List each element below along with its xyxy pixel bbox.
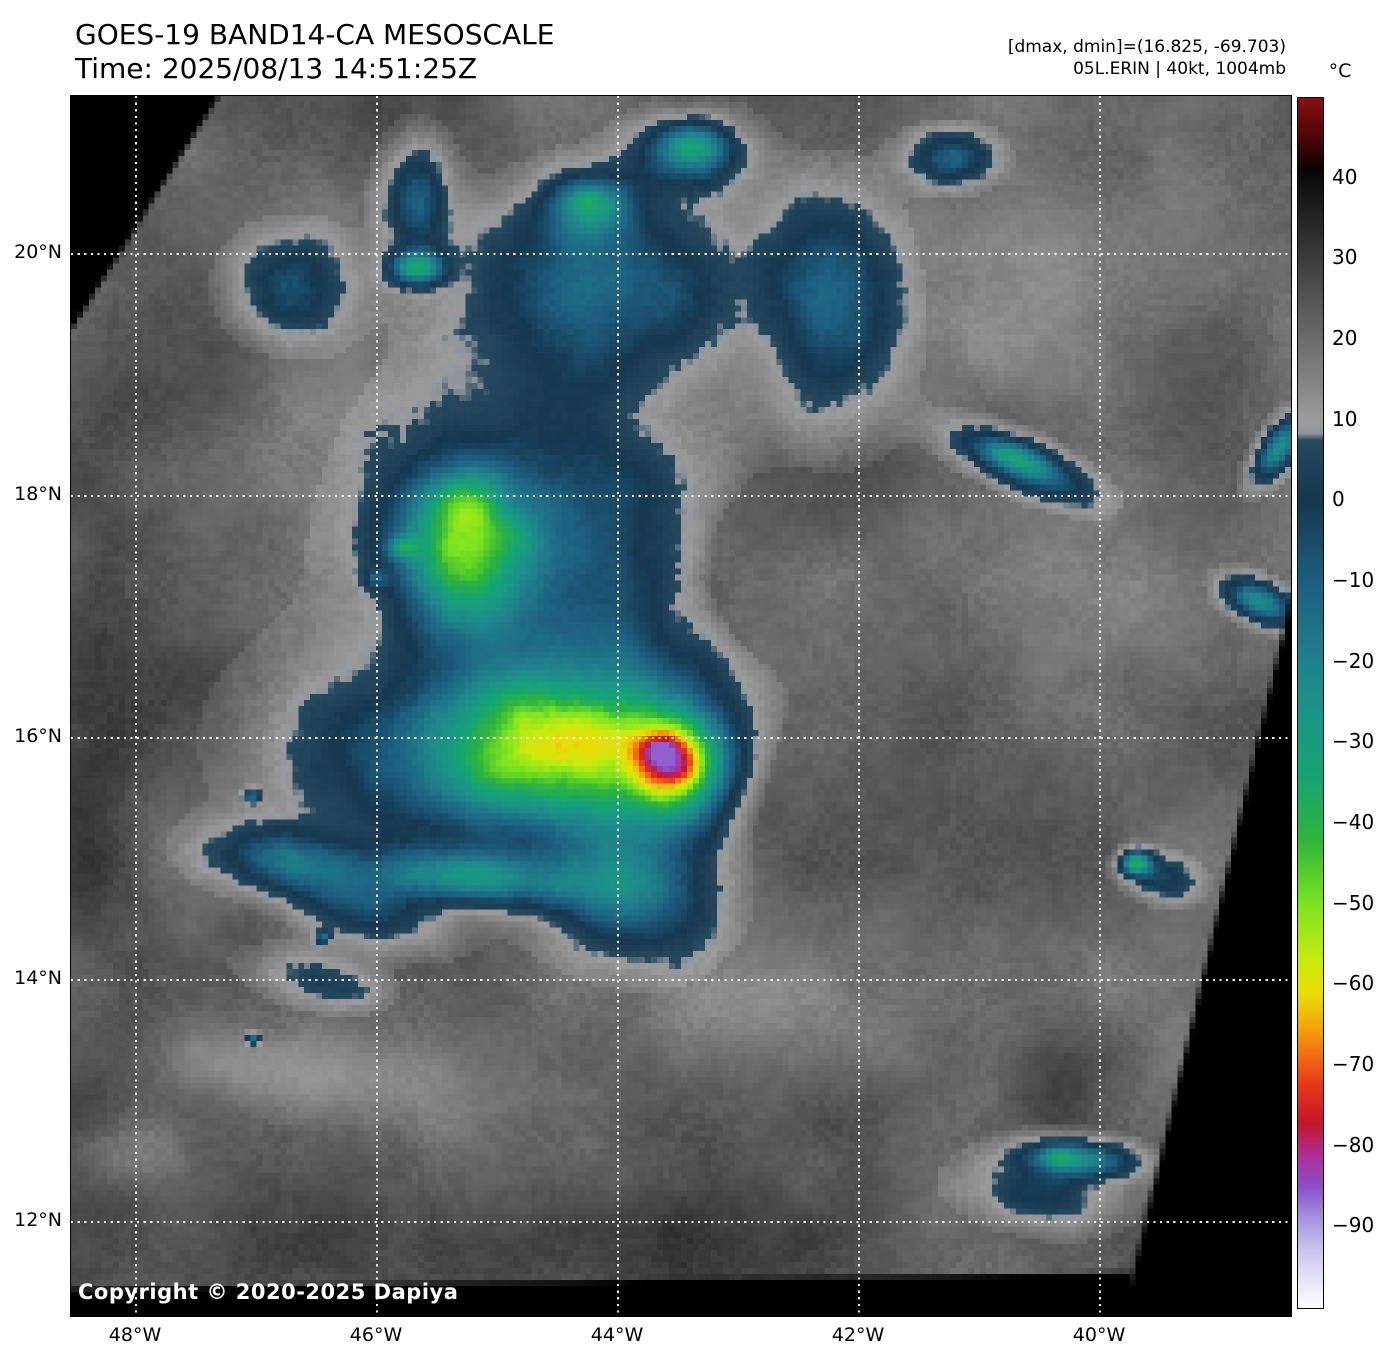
lon-tick-label: 42°W <box>831 1324 885 1346</box>
colorbar-tick-label: −60 <box>1332 971 1375 996</box>
colorbar-tick-label: −20 <box>1332 648 1375 673</box>
colorbar-tick-label: 40 <box>1332 164 1358 189</box>
lat-tick-label: 16°N <box>14 725 62 747</box>
colorbar-tick-label: −50 <box>1332 890 1375 915</box>
colorbar-tick-label: −10 <box>1332 568 1375 592</box>
colorbar-tick-label: −40 <box>1332 810 1375 834</box>
colorbar-tick-label: −30 <box>1332 729 1375 754</box>
copyright-label: Copyright © 2020-2025 Dapiya <box>78 1280 459 1304</box>
satellite-map: Copyright © 2020-2025 Dapiya <box>70 95 1292 1317</box>
colorbar-tick-label: 30 <box>1332 245 1358 270</box>
lat-tick-label: 18°N <box>14 483 62 505</box>
lat-tick-label: 20°N <box>14 241 62 263</box>
annotation-block: [dmax, dmin]=(16.825, -69.703) 05L.ERIN … <box>1008 36 1286 81</box>
colorbar <box>1297 97 1324 1309</box>
storm-info-label: 05L.ERIN | 40kt, 1004mb <box>1073 59 1286 80</box>
colorbar-tick-label: −70 <box>1332 1052 1375 1076</box>
satellite-image-canvas <box>71 96 1291 1316</box>
lon-tick-label: 46°W <box>349 1324 403 1346</box>
lon-tick-label: 44°W <box>590 1324 644 1346</box>
colorbar-unit-label: °C <box>1328 60 1352 82</box>
colorbar-tick-label: −90 <box>1332 1213 1375 1238</box>
colorbar-tick-label: 0 <box>1332 487 1345 512</box>
page-title: GOES-19 BAND14-CA MESOSCALE <box>75 18 555 51</box>
title-block: GOES-19 BAND14-CA MESOSCALE Time: 2025/0… <box>75 18 554 86</box>
colorbar-tick-label: 10 <box>1332 406 1358 431</box>
colorbar-tick-label: 20 <box>1332 326 1358 350</box>
lon-tick-label: 40°W <box>1072 1324 1126 1346</box>
lon-tick-label: 48°W <box>108 1324 162 1346</box>
time-label: Time: 2025/08/13 14:51:25Z <box>75 52 478 86</box>
lat-tick-label: 14°N <box>14 967 62 989</box>
colorbar-tick-label: −80 <box>1332 1132 1375 1157</box>
lat-tick-label: 12°N <box>14 1209 62 1231</box>
dmax-dmin-label: [dmax, dmin]=(16.825, -69.703) <box>1007 37 1286 57</box>
